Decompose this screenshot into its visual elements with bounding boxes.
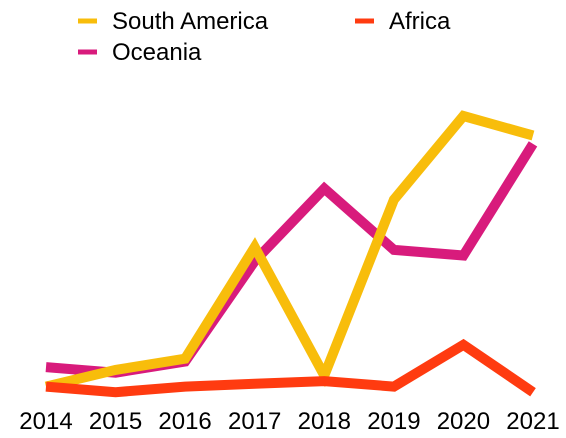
- x-tick-label: 2021: [506, 408, 559, 435]
- series-line-south-america: [44, 110, 535, 392]
- x-axis: 2014 2015 2016 2017 2018 2019 2020 2021: [19, 408, 559, 435]
- legend-label-south-america: South America: [112, 8, 269, 35]
- plot-area: [44, 110, 538, 398]
- legend: South America Africa Oceania: [78, 8, 451, 66]
- legend-label-africa: Africa: [389, 8, 451, 35]
- x-tick-label: 2014: [19, 408, 72, 435]
- x-tick-label: 2018: [298, 408, 351, 435]
- series-line-africa: [45, 338, 536, 398]
- x-tick-label: 2017: [228, 408, 281, 435]
- x-tick-label: 2019: [367, 408, 420, 435]
- legend-item-oceania: Oceania: [78, 39, 202, 66]
- legend-label-oceania: Oceania: [112, 39, 202, 66]
- x-tick-label: 2015: [89, 408, 142, 435]
- legend-item-africa: Africa: [355, 8, 451, 35]
- x-tick-label: 2020: [437, 408, 490, 435]
- x-tick-label: 2016: [158, 408, 211, 435]
- series-line-oceania: [45, 141, 538, 378]
- legend-item-south-america: South America: [78, 8, 269, 35]
